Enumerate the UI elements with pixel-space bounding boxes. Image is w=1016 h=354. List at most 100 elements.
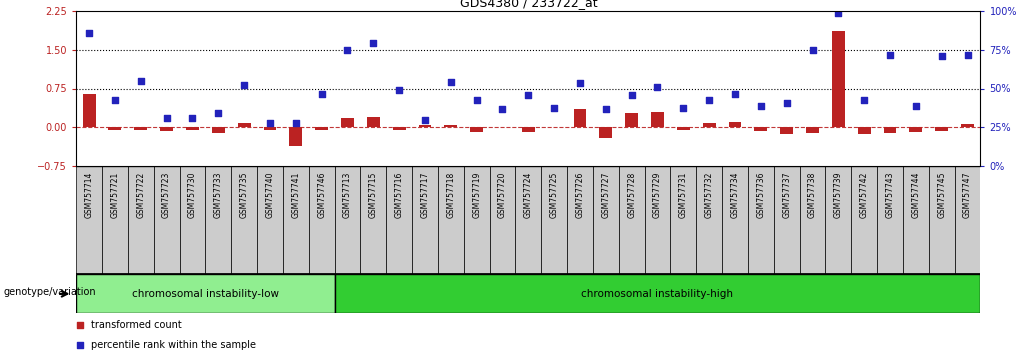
Bar bbox=[677, 127, 690, 130]
Text: GSM757744: GSM757744 bbox=[911, 172, 920, 218]
Bar bbox=[644, 166, 671, 274]
Bar bbox=[832, 32, 844, 127]
Bar bbox=[186, 127, 199, 130]
Text: GSM757743: GSM757743 bbox=[886, 172, 894, 218]
Point bbox=[934, 53, 950, 59]
Text: GSM757716: GSM757716 bbox=[394, 172, 403, 218]
Text: GSM757730: GSM757730 bbox=[188, 172, 197, 218]
Text: GSM757722: GSM757722 bbox=[136, 172, 145, 218]
Point bbox=[546, 105, 562, 110]
Bar bbox=[961, 124, 974, 127]
Point bbox=[262, 120, 278, 126]
Point bbox=[236, 82, 252, 88]
Point bbox=[72, 342, 88, 348]
Text: GSM757745: GSM757745 bbox=[937, 172, 946, 218]
Bar bbox=[463, 166, 490, 274]
Point bbox=[314, 91, 330, 97]
Point bbox=[649, 84, 665, 90]
Bar bbox=[909, 127, 923, 132]
Point bbox=[81, 30, 98, 36]
Text: GSM757747: GSM757747 bbox=[963, 172, 972, 218]
Bar bbox=[825, 166, 851, 274]
Point bbox=[959, 52, 975, 58]
Point bbox=[805, 47, 821, 52]
Text: GSM757737: GSM757737 bbox=[782, 172, 791, 218]
Bar bbox=[619, 166, 644, 274]
Bar bbox=[315, 127, 328, 130]
Bar bbox=[671, 166, 696, 274]
Text: GSM757734: GSM757734 bbox=[731, 172, 740, 218]
Point bbox=[72, 322, 88, 327]
Point bbox=[339, 47, 356, 52]
Point bbox=[468, 98, 485, 103]
Text: GSM757723: GSM757723 bbox=[163, 172, 171, 218]
Bar bbox=[929, 166, 955, 274]
Point bbox=[856, 98, 873, 103]
Bar bbox=[599, 127, 613, 138]
Bar bbox=[102, 166, 128, 274]
Text: GSM757739: GSM757739 bbox=[834, 172, 843, 218]
Bar bbox=[490, 166, 515, 274]
Bar bbox=[515, 166, 542, 274]
Point bbox=[158, 115, 175, 121]
Point bbox=[882, 52, 898, 58]
Point bbox=[572, 80, 588, 86]
Bar bbox=[232, 166, 257, 274]
Bar bbox=[748, 166, 774, 274]
Bar bbox=[76, 274, 334, 313]
Bar bbox=[780, 127, 793, 134]
Text: chromosomal instability-high: chromosomal instability-high bbox=[581, 289, 734, 299]
Point bbox=[597, 107, 614, 112]
Bar bbox=[444, 125, 457, 127]
Bar bbox=[367, 117, 380, 127]
Bar bbox=[851, 166, 877, 274]
Text: GSM757726: GSM757726 bbox=[575, 172, 584, 218]
Bar bbox=[935, 127, 948, 131]
Bar bbox=[76, 166, 102, 274]
Bar bbox=[257, 166, 282, 274]
Bar bbox=[955, 166, 980, 274]
Point bbox=[778, 100, 795, 105]
Text: GSM757724: GSM757724 bbox=[524, 172, 532, 218]
Bar bbox=[573, 109, 586, 127]
Bar bbox=[696, 166, 722, 274]
Bar bbox=[238, 123, 251, 127]
Bar bbox=[334, 166, 361, 274]
Bar bbox=[412, 166, 438, 274]
Bar bbox=[211, 127, 225, 133]
Bar bbox=[651, 112, 663, 127]
Bar bbox=[567, 166, 593, 274]
Bar bbox=[205, 166, 232, 274]
Title: GDS4380 / 233722_at: GDS4380 / 233722_at bbox=[459, 0, 597, 10]
Text: GSM757733: GSM757733 bbox=[213, 172, 223, 218]
Text: GSM757740: GSM757740 bbox=[265, 172, 274, 218]
Text: GSM757736: GSM757736 bbox=[756, 172, 765, 218]
Bar bbox=[309, 166, 334, 274]
Text: percentile rank within the sample: percentile rank within the sample bbox=[90, 340, 256, 350]
Bar bbox=[290, 127, 302, 145]
Point bbox=[726, 91, 743, 97]
Point bbox=[676, 105, 692, 110]
Text: chromosomal instability-low: chromosomal instability-low bbox=[132, 289, 278, 299]
Point bbox=[624, 92, 640, 98]
Bar bbox=[180, 166, 205, 274]
Bar bbox=[522, 127, 534, 132]
Bar bbox=[884, 127, 896, 133]
Text: GSM757714: GSM757714 bbox=[84, 172, 93, 218]
Point bbox=[288, 120, 304, 126]
Text: GSM757717: GSM757717 bbox=[421, 172, 430, 218]
Text: GSM757721: GSM757721 bbox=[111, 172, 120, 218]
Bar bbox=[82, 94, 96, 127]
Text: genotype/variation: genotype/variation bbox=[4, 287, 97, 297]
Bar bbox=[282, 166, 309, 274]
Text: GSM757729: GSM757729 bbox=[653, 172, 662, 218]
Text: GSM757728: GSM757728 bbox=[627, 172, 636, 218]
Bar bbox=[625, 113, 638, 127]
Point bbox=[701, 98, 717, 103]
Point bbox=[184, 115, 200, 121]
Bar bbox=[877, 166, 903, 274]
Text: GSM757731: GSM757731 bbox=[679, 172, 688, 218]
Text: GSM757725: GSM757725 bbox=[550, 172, 559, 218]
Text: transformed count: transformed count bbox=[90, 320, 182, 330]
Bar bbox=[386, 166, 412, 274]
